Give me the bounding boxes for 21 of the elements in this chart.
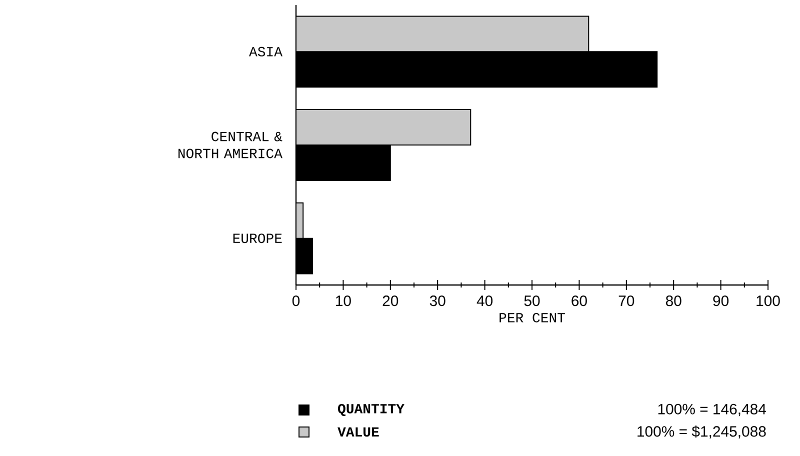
x-tick-label: 70 bbox=[618, 296, 634, 306]
x-tick-label: 10 bbox=[336, 296, 351, 306]
y-tick-label: ASIA bbox=[249, 46, 282, 56]
bar bbox=[296, 109, 472, 146]
y-tick-label: EUROPE bbox=[233, 234, 282, 244]
bar bbox=[296, 16, 590, 52]
x-axis-title: PER CENT bbox=[500, 312, 565, 322]
x-tick-label: 60 bbox=[572, 296, 587, 306]
x-tick-label: 20 bbox=[382, 296, 398, 306]
x-tick-label: 30 bbox=[430, 296, 446, 306]
x-tick-label: 100 bbox=[756, 296, 780, 306]
y-tick-label: CENTRAL & NORTH AMERICA bbox=[178, 132, 282, 158]
x-tick-label: 50 bbox=[524, 296, 540, 306]
x-tick-label: 80 bbox=[666, 296, 682, 306]
text: 100% = 146,484 bbox=[658, 404, 766, 416]
x-tick-label: 90 bbox=[713, 296, 729, 306]
text: 100% = $1,245,088 bbox=[638, 426, 766, 438]
x-tick-label: 0 bbox=[292, 296, 300, 306]
x-tick-label: 40 bbox=[476, 296, 493, 306]
legend-label: VALUE bbox=[338, 427, 379, 437]
legend-label: QUANTITY bbox=[338, 404, 404, 416]
